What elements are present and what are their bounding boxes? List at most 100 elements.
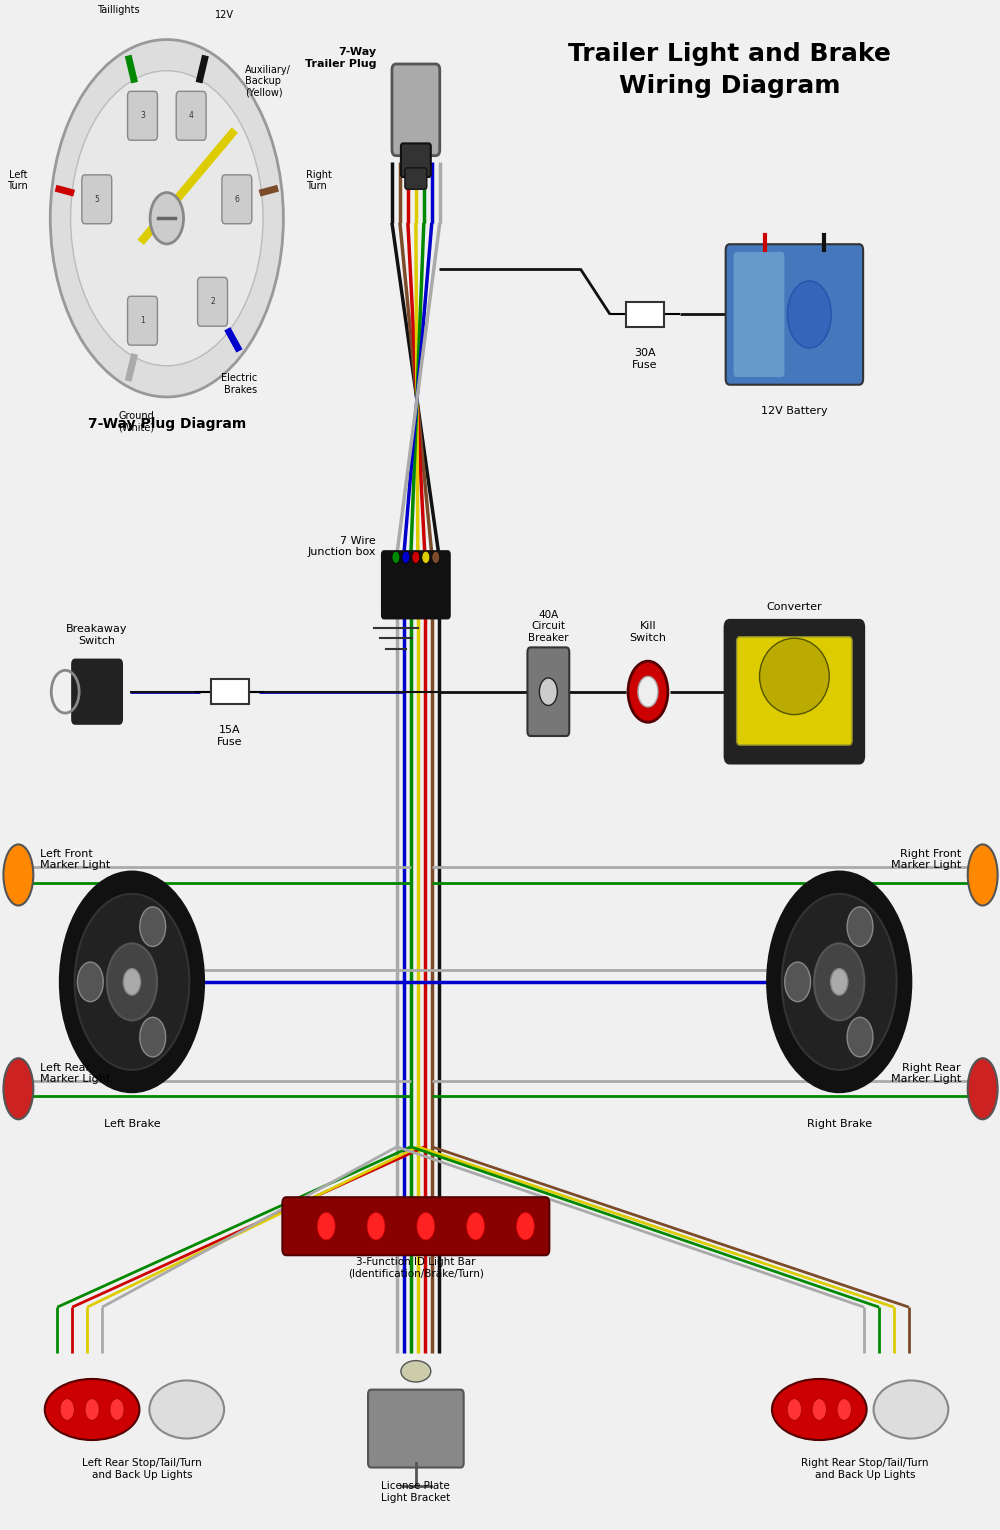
FancyBboxPatch shape [401,144,431,177]
FancyBboxPatch shape [737,636,852,745]
Circle shape [402,551,410,563]
Ellipse shape [3,845,33,906]
Circle shape [467,1212,485,1239]
Text: 7-Way Plug Diagram: 7-Way Plug Diagram [88,416,246,431]
FancyBboxPatch shape [176,92,206,141]
Circle shape [75,894,189,1069]
Circle shape [71,70,263,366]
Text: Breakaway
Switch: Breakaway Switch [66,624,128,646]
FancyBboxPatch shape [726,245,863,384]
Bar [626,303,664,327]
Circle shape [638,676,658,707]
Text: Right
Turn: Right Turn [306,170,332,191]
Circle shape [787,282,831,347]
FancyBboxPatch shape [527,647,569,736]
Text: 5: 5 [94,194,99,203]
Circle shape [768,872,911,1092]
Circle shape [123,968,141,994]
Text: 12V Battery: 12V Battery [761,405,828,416]
Text: Left Front
Marker Light: Left Front Marker Light [40,849,111,871]
Circle shape [628,661,668,722]
Circle shape [539,678,557,705]
Text: Ground
(White): Ground (White) [119,412,155,433]
Circle shape [432,551,440,563]
FancyBboxPatch shape [368,1389,464,1467]
Ellipse shape [3,1059,33,1120]
Ellipse shape [149,1380,224,1438]
Ellipse shape [772,1379,867,1440]
Circle shape [367,1212,385,1239]
FancyBboxPatch shape [198,277,227,326]
Text: License Plate
Light Bracket: License Plate Light Bracket [381,1481,450,1502]
Text: Electric
Brakes: Electric Brakes [221,373,258,395]
Text: Converter: Converter [767,603,822,612]
FancyBboxPatch shape [382,551,450,618]
Circle shape [831,968,848,994]
Text: Right Front
Marker Light: Right Front Marker Light [891,849,961,871]
Text: 6: 6 [234,194,239,203]
Circle shape [782,894,897,1069]
Circle shape [110,1398,124,1420]
FancyBboxPatch shape [128,297,157,346]
Circle shape [60,872,204,1092]
Circle shape [107,944,157,1021]
Circle shape [50,40,283,396]
Circle shape [787,1398,801,1420]
Circle shape [140,1017,166,1057]
Text: Taillights: Taillights [97,5,140,15]
Text: 12V: 12V [215,9,234,20]
Text: 4: 4 [189,112,194,121]
Ellipse shape [45,1379,139,1440]
Circle shape [422,551,430,563]
Ellipse shape [760,638,829,715]
Text: Right Brake: Right Brake [807,1120,872,1129]
FancyBboxPatch shape [282,1196,549,1255]
FancyBboxPatch shape [82,174,112,223]
Circle shape [837,1398,851,1420]
Text: 30A
Fuse: 30A Fuse [632,347,658,370]
Text: Left Brake: Left Brake [104,1120,160,1129]
FancyBboxPatch shape [392,64,440,156]
Circle shape [60,1398,74,1420]
Text: Auxiliary/
Backup
(Yellow): Auxiliary/ Backup (Yellow) [245,64,291,98]
Circle shape [847,907,873,947]
Circle shape [77,962,103,1002]
Text: Right Rear Stop/Tail/Turn
and Back Up Lights: Right Rear Stop/Tail/Turn and Back Up Li… [801,1458,929,1480]
Circle shape [812,1398,826,1420]
Text: 2: 2 [210,297,215,306]
FancyBboxPatch shape [725,620,864,763]
Ellipse shape [401,1360,431,1382]
Ellipse shape [968,1059,998,1120]
Circle shape [785,962,811,1002]
Bar [211,679,249,704]
Text: 7 Wire
Junction box: 7 Wire Junction box [308,536,376,557]
FancyBboxPatch shape [72,659,122,724]
Circle shape [317,1212,335,1239]
FancyBboxPatch shape [222,174,252,223]
Circle shape [392,551,400,563]
FancyBboxPatch shape [405,168,427,190]
Ellipse shape [874,1380,948,1438]
Circle shape [412,551,420,563]
Ellipse shape [968,845,998,906]
Circle shape [85,1398,99,1420]
Text: Left
Turn: Left Turn [7,170,28,191]
Text: 3-Function ID Light Bar
(Identification/Brake/Turn): 3-Function ID Light Bar (Identification/… [348,1256,484,1279]
Text: Left Rear Stop/Tail/Turn
and Back Up Lights: Left Rear Stop/Tail/Turn and Back Up Lig… [82,1458,202,1480]
Text: 40A
Circuit
Breaker: 40A Circuit Breaker [528,609,569,643]
Text: Kill
Switch: Kill Switch [629,621,666,643]
Circle shape [417,1212,435,1239]
Text: Right Rear
Marker Light: Right Rear Marker Light [891,1063,961,1085]
FancyBboxPatch shape [128,92,157,141]
Text: Trailer Light and Brake
Wiring Diagram: Trailer Light and Brake Wiring Diagram [568,43,891,98]
Circle shape [140,907,166,947]
Text: 1: 1 [140,317,145,326]
Circle shape [516,1212,534,1239]
Circle shape [150,193,184,243]
Text: 15A
Fuse: 15A Fuse [217,725,242,747]
Text: Left Rear
Marker Light: Left Rear Marker Light [40,1063,111,1085]
FancyBboxPatch shape [734,252,784,376]
Text: 7-Way
Trailer Plug: 7-Way Trailer Plug [305,47,376,69]
Text: 3: 3 [140,112,145,121]
Circle shape [847,1017,873,1057]
